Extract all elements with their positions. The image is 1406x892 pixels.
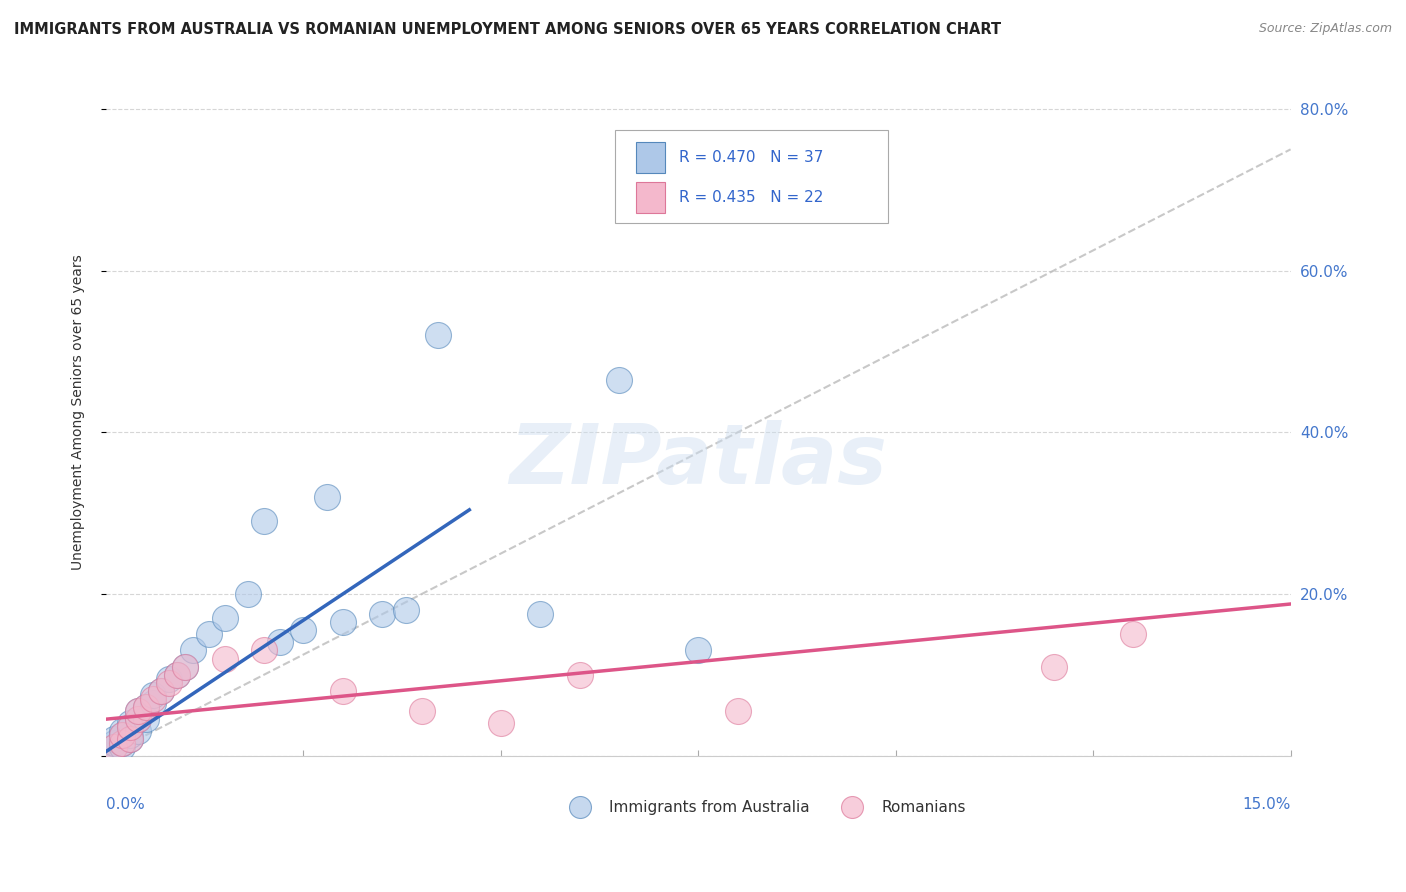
- Point: [174, 659, 197, 673]
- Point: [1122, 627, 1144, 641]
- Point: [118, 732, 141, 747]
- Point: [111, 728, 134, 742]
- Point: [127, 712, 149, 726]
- Point: [111, 740, 134, 755]
- Point: [688, 643, 710, 657]
- Point: [371, 607, 394, 621]
- Point: [181, 643, 204, 657]
- Point: [103, 740, 125, 755]
- Point: [127, 704, 149, 718]
- Point: [253, 643, 276, 657]
- Bar: [636, 182, 665, 213]
- Point: [103, 736, 125, 750]
- Text: 15.0%: 15.0%: [1243, 797, 1291, 812]
- Point: [118, 720, 141, 734]
- Point: [609, 373, 631, 387]
- Point: [214, 651, 236, 665]
- Point: [332, 615, 354, 630]
- Point: [238, 587, 260, 601]
- Text: Source: ZipAtlas.com: Source: ZipAtlas.com: [1258, 22, 1392, 36]
- Text: R = 0.470   N = 37: R = 0.470 N = 37: [679, 150, 824, 165]
- Text: 0.0%: 0.0%: [105, 797, 145, 812]
- Point: [316, 490, 339, 504]
- Point: [135, 700, 157, 714]
- Point: [426, 328, 449, 343]
- Point: [166, 667, 188, 681]
- Point: [118, 720, 141, 734]
- Point: [111, 736, 134, 750]
- Point: [489, 716, 512, 731]
- Point: [127, 724, 149, 739]
- Point: [292, 624, 315, 638]
- FancyBboxPatch shape: [616, 130, 887, 223]
- Point: [568, 667, 591, 681]
- Y-axis label: Unemployment Among Seniors over 65 years: Unemployment Among Seniors over 65 years: [72, 254, 86, 570]
- Point: [529, 607, 551, 621]
- Text: Romanians: Romanians: [882, 799, 966, 814]
- Text: ZIPatlas: ZIPatlas: [509, 419, 887, 500]
- Point: [111, 724, 134, 739]
- Point: [253, 514, 276, 528]
- Point: [118, 728, 141, 742]
- Point: [332, 684, 354, 698]
- Point: [1042, 659, 1064, 673]
- Point: [214, 611, 236, 625]
- Text: Immigrants from Australia: Immigrants from Australia: [609, 799, 810, 814]
- Point: [103, 740, 125, 755]
- Point: [157, 672, 180, 686]
- Text: IMMIGRANTS FROM AUSTRALIA VS ROMANIAN UNEMPLOYMENT AMONG SENIORS OVER 65 YEARS C: IMMIGRANTS FROM AUSTRALIA VS ROMANIAN UN…: [14, 22, 1001, 37]
- Point: [269, 635, 291, 649]
- Point: [150, 684, 173, 698]
- Point: [174, 659, 197, 673]
- Point: [411, 704, 433, 718]
- Point: [395, 603, 418, 617]
- Point: [135, 712, 157, 726]
- Point: [150, 684, 173, 698]
- Point: [111, 728, 134, 742]
- Point: [127, 704, 149, 718]
- Text: R = 0.435   N = 22: R = 0.435 N = 22: [679, 190, 824, 205]
- Point: [142, 692, 165, 706]
- Point: [127, 712, 149, 726]
- Point: [118, 716, 141, 731]
- Bar: [636, 142, 665, 173]
- Point: [166, 667, 188, 681]
- Point: [142, 696, 165, 710]
- Point: [118, 732, 141, 747]
- Point: [135, 700, 157, 714]
- Point: [727, 704, 749, 718]
- Point: [197, 627, 219, 641]
- Point: [142, 688, 165, 702]
- Point: [157, 675, 180, 690]
- Point: [111, 736, 134, 750]
- Point: [103, 732, 125, 747]
